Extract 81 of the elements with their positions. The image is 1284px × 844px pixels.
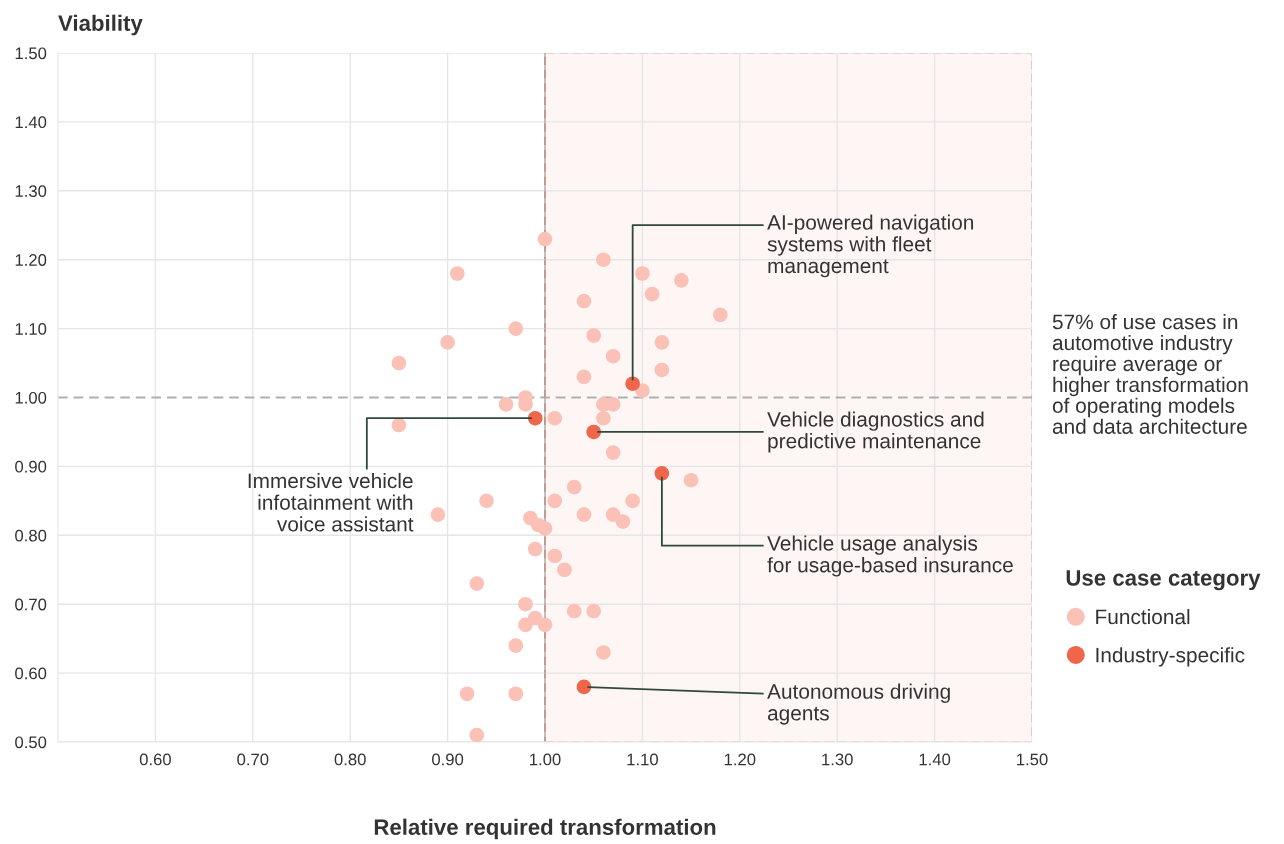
point (566, 603, 582, 619)
point (547, 548, 563, 564)
point (547, 410, 563, 426)
x-tick-label: 1.20 (724, 753, 756, 766)
point (508, 321, 524, 336)
y-tick-label: 1.20 (15, 254, 47, 266)
point (537, 521, 553, 536)
y-tick-label: 1.10 (15, 323, 47, 335)
point (605, 348, 621, 364)
x-tick-label: 0.70 (237, 753, 269, 766)
annotation: AI-powered navigation systems with fleet management (767, 214, 974, 278)
point (713, 307, 728, 323)
point (576, 507, 592, 522)
point (596, 410, 611, 426)
legend-label: Functional (1096, 608, 1190, 625)
x-tick-label: 0.90 (432, 753, 464, 766)
legend-title: Use case category (1066, 570, 1261, 591)
annotation: Autonomous driving agents (767, 683, 950, 725)
point (576, 369, 592, 385)
annotation: Vehicle usage analysis for usage-based insurance (767, 535, 1013, 577)
point (625, 376, 640, 391)
point (576, 679, 592, 695)
point (391, 355, 407, 371)
point (527, 410, 543, 426)
point (440, 335, 455, 350)
x-tick-label: 1.30 (822, 753, 853, 766)
annotation: Vehicle diagnostics and predictive maintenance (767, 411, 984, 453)
point (498, 397, 514, 412)
point (615, 514, 631, 529)
point (537, 231, 553, 247)
point (683, 472, 699, 488)
x-tick-label: 0.60 (139, 753, 171, 766)
point (450, 266, 465, 281)
point (674, 273, 689, 288)
text: 57% of use cases in automotive industry require average or higher transformation of operating models and data architecture (1052, 314, 1248, 434)
y-tick-label: 0.60 (15, 667, 47, 680)
x-tick-label: 0.80 (334, 753, 366, 766)
point (586, 424, 601, 440)
point (547, 493, 563, 509)
point (508, 638, 524, 653)
annotation: Immersive vehicle infotainment with voice assistant (248, 472, 414, 532)
point (566, 479, 582, 495)
point (527, 541, 543, 557)
y-tick-label: 0.50 (15, 736, 47, 749)
y-tick-label: 0.90 (15, 460, 47, 473)
point (596, 252, 611, 267)
point (654, 466, 670, 481)
y-tick-label: 1.00 (15, 391, 47, 404)
point (654, 335, 670, 350)
y-tick-label: 0.70 (15, 598, 47, 611)
point (459, 686, 475, 702)
point (605, 445, 621, 460)
x-tick-label: 1.40 (919, 753, 951, 766)
y-tick-label: 1.50 (15, 47, 47, 60)
y-tick-label: 0.80 (15, 529, 47, 542)
point (469, 727, 485, 742)
x-tick-label: 1.10 (627, 753, 658, 766)
point (576, 293, 592, 309)
point (518, 596, 533, 612)
point (586, 328, 601, 343)
x-tick-label: 1.50 (1017, 753, 1048, 766)
point (537, 617, 553, 633)
point (586, 603, 601, 619)
y-tick-label: 1.30 (15, 185, 47, 197)
x-axis-title: Relative required transformation (374, 818, 716, 840)
x-tick-label: 1.00 (530, 753, 561, 766)
y-axis-title: Viability (58, 14, 143, 36)
point (469, 576, 485, 591)
point (479, 493, 494, 509)
point (644, 286, 660, 302)
point (625, 493, 640, 509)
point (635, 266, 650, 281)
point (596, 645, 611, 660)
point (605, 507, 621, 522)
point (557, 562, 572, 578)
point (430, 507, 446, 522)
point (654, 362, 670, 378)
y-tick-label: 1.40 (15, 116, 47, 129)
point (391, 417, 407, 433)
point (508, 686, 524, 702)
legend-label: Industry-specific (1096, 647, 1245, 667)
